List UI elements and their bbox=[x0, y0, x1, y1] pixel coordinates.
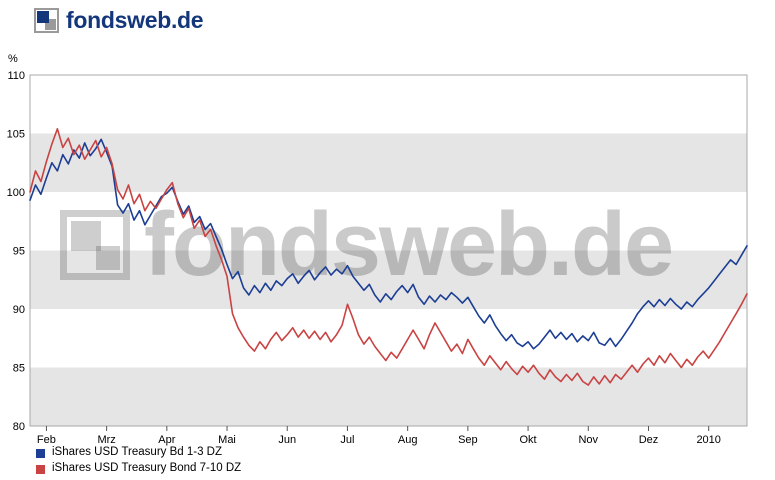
x-tick-label: Okt bbox=[520, 434, 537, 446]
logo-text-webde: web.de bbox=[127, 7, 204, 33]
fondsweb-logo-icon bbox=[34, 8, 59, 33]
plot-frame bbox=[29, 74, 748, 427]
x-tick-label: Nov bbox=[578, 434, 598, 446]
x-tick-label: Mrz bbox=[97, 434, 115, 446]
y-tick-label: 95 bbox=[13, 246, 25, 258]
header: fondsweb.de bbox=[34, 7, 204, 42]
series-line bbox=[29, 138, 748, 350]
x-tick-label: Feb bbox=[37, 434, 56, 446]
chart-band bbox=[30, 367, 747, 426]
logo-icon-blue-square bbox=[37, 11, 49, 23]
y-tick-label: 85 bbox=[13, 363, 25, 375]
x-tick-label: Dez bbox=[639, 434, 659, 446]
y-tick-label: 80 bbox=[13, 421, 25, 433]
legend-swatch-red bbox=[36, 464, 45, 474]
y-tick-label: 90 bbox=[13, 304, 25, 316]
logo-text: fondsweb.de bbox=[66, 7, 204, 33]
x-tick-label: Jul bbox=[340, 434, 354, 446]
series-line bbox=[29, 128, 748, 386]
chart-band bbox=[30, 133, 747, 192]
x-tick-label: Sep bbox=[458, 434, 478, 446]
y-axis-unit-label: % bbox=[8, 53, 18, 65]
legend: iShares USD Treasury Bd 1-3 DZ iShares U… bbox=[36, 445, 241, 477]
x-tick-label: Apr bbox=[158, 434, 175, 446]
fondsweb-logo[interactable]: fondsweb.de bbox=[34, 7, 204, 33]
legend-item: iShares USD Treasury Bond 7-10 DZ bbox=[36, 461, 241, 477]
legend-label: iShares USD Treasury Bd 1-3 DZ bbox=[52, 446, 223, 459]
y-tick-label: 105 bbox=[7, 129, 25, 141]
logo-text-fonds: fonds bbox=[66, 7, 128, 33]
logo-icon-gray-square bbox=[45, 19, 56, 30]
x-tick-label: 2010 bbox=[696, 434, 720, 446]
x-tick-label: Mai bbox=[218, 434, 236, 446]
x-tick-label: Aug bbox=[398, 434, 418, 446]
legend-swatch-blue bbox=[36, 448, 45, 458]
legend-item: iShares USD Treasury Bd 1-3 DZ bbox=[36, 445, 241, 461]
y-tick-label: 100 bbox=[7, 187, 25, 199]
x-tick-label: Jun bbox=[278, 434, 296, 446]
chart-band bbox=[30, 250, 747, 309]
y-tick-label: 110 bbox=[7, 70, 25, 82]
legend-label: iShares USD Treasury Bond 7-10 DZ bbox=[52, 462, 242, 475]
